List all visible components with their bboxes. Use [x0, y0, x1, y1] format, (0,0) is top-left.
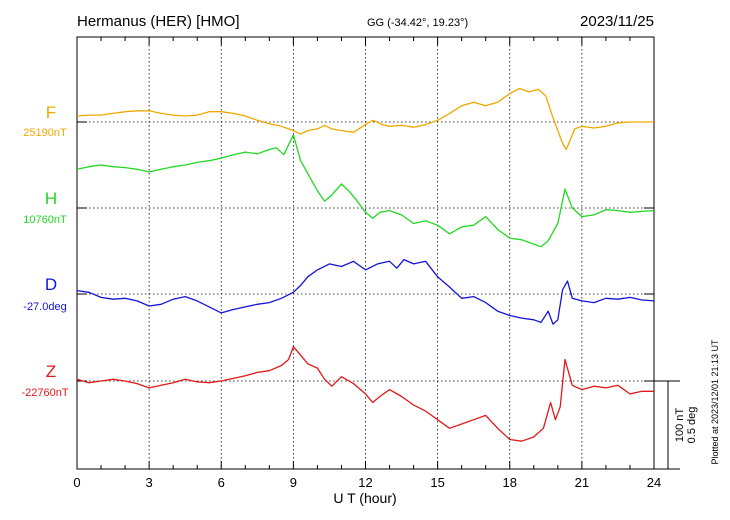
x-axis-label: U T (hour): [333, 490, 396, 506]
grid: [77, 37, 654, 469]
series-baseline-d: -27.0deg: [23, 301, 66, 313]
series-baseline-z: -22760nT: [21, 387, 68, 399]
station-title: Hermanus (HER) [HMO]: [77, 13, 240, 30]
x-tick-label: 18: [503, 475, 517, 490]
series-line-f: [76, 87, 654, 151]
x-tick-label: 9: [290, 475, 297, 490]
series-baseline-h: 10760nT: [23, 214, 67, 226]
x-tick-label: 24: [647, 475, 661, 490]
x-axis-ticks: 0 3 6 9 12 15 18 21 24: [73, 475, 661, 490]
scale-bar: 100 nT 0.5 deg: [654, 380, 698, 470]
scale-bar-label-deg: 0.5 deg: [686, 407, 698, 444]
series-name-f: F: [46, 103, 56, 122]
plotted-note: Plotted at 2023/12/01 21:13 UT: [710, 339, 720, 465]
series-line-z: [76, 345, 654, 442]
x-tick-label: 3: [146, 475, 153, 490]
series-line-h: [76, 134, 655, 248]
x-tick-label: 6: [218, 475, 225, 490]
plot-frame: [76, 36, 655, 470]
series-line-d: [76, 258, 655, 325]
x-tick-label: 21: [575, 475, 589, 490]
component-labels: F 25190nT H 10760nT D -27.0deg Z -22760nT: [21, 103, 68, 399]
series-name-h: H: [45, 189, 57, 208]
series-name-z: Z: [46, 362, 56, 381]
coordinates-label: GG (-34.42°, 19.23°): [367, 17, 468, 29]
series-group: [76, 87, 655, 442]
series-name-d: D: [45, 275, 57, 294]
series-baseline-f: 25190nT: [23, 127, 67, 139]
x-tick-label: 15: [430, 475, 444, 490]
date-label: 2023/11/25: [580, 13, 654, 30]
x-tick-label: 12: [358, 475, 372, 490]
scale-bar-label-nt: 100 nT: [674, 408, 686, 443]
x-tick-label: 0: [73, 475, 80, 490]
